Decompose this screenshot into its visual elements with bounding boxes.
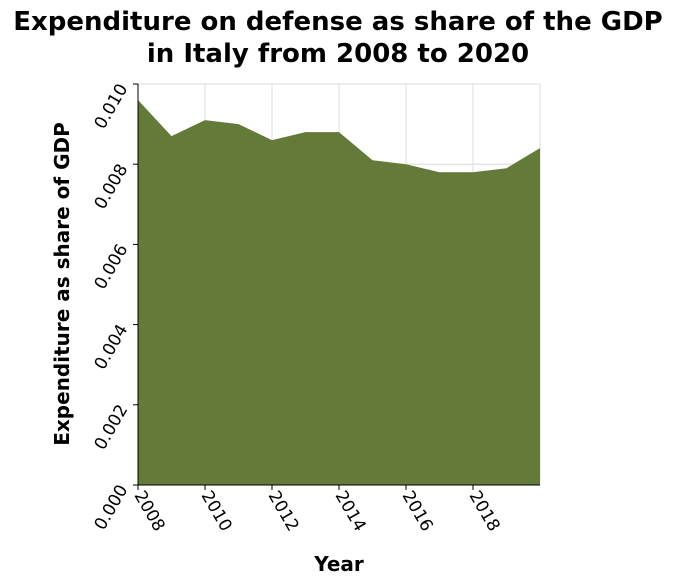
x-axis-label: Year — [313, 552, 364, 576]
x-tick-label: 2018 — [465, 488, 504, 535]
y-tick-label: 0.010 — [91, 81, 133, 133]
y-tick-label: 0.004 — [91, 321, 133, 373]
x-tick-label: 2008 — [130, 488, 169, 535]
y-tick-label: 0.008 — [91, 161, 133, 213]
x-tick-label: 2016 — [398, 488, 437, 535]
x-tick-label: 2014 — [331, 488, 370, 535]
y-tick-labels: 0.000 0.002 0.004 0.006 0.008 0.010 — [91, 81, 138, 534]
y-tick-label: 0.000 — [91, 482, 133, 534]
x-tick-label: 2012 — [264, 488, 303, 535]
defense-share-area — [138, 100, 540, 485]
x-tick-label: 2010 — [197, 488, 236, 535]
y-axis-label: Expenditure as share of GDP — [50, 122, 74, 446]
x-tick-labels: 2008 2010 2012 2014 2016 2018 — [130, 485, 504, 535]
chart-title-line-1: Expenditure on defense as share of the G… — [13, 7, 662, 37]
chart-title-line-2: in Italy from 2008 to 2020 — [147, 39, 529, 69]
area-layer — [138, 100, 540, 485]
y-tick-label: 0.002 — [91, 401, 133, 453]
y-tick-label: 0.006 — [91, 241, 133, 293]
